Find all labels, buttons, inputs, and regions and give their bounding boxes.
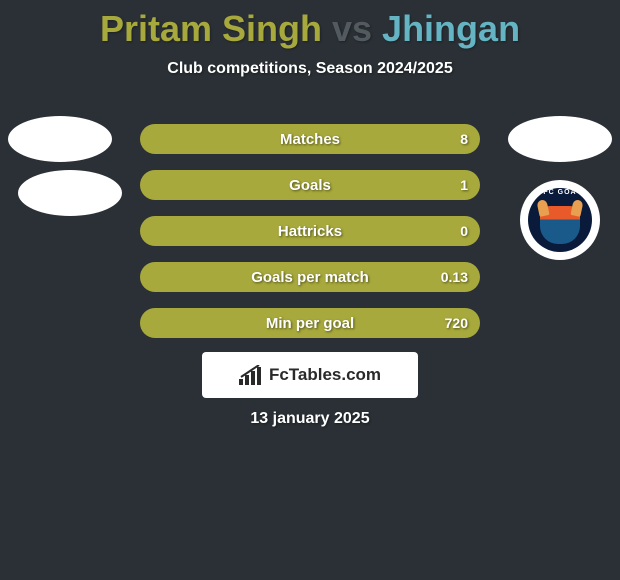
- fctables-chart-icon: [239, 365, 263, 385]
- stat-label: Hattricks: [278, 223, 342, 240]
- stat-row: Matches 8: [140, 124, 480, 154]
- vs-separator: vs: [332, 8, 372, 49]
- stat-value-right: 720: [445, 315, 468, 331]
- subtitle: Club competitions, Season 2024/2025: [0, 60, 620, 78]
- stat-label: Goals per match: [251, 269, 369, 286]
- comparison-title: Pritam Singh vs Jhingan: [0, 0, 620, 50]
- date-label: 13 january 2025: [0, 410, 620, 428]
- stat-value-right: 0.13: [441, 269, 468, 285]
- stat-row: Min per goal 720: [140, 308, 480, 338]
- stat-row: Goals 1: [140, 170, 480, 200]
- stat-value-right: 0: [460, 223, 468, 239]
- stat-value-right: 1: [460, 177, 468, 193]
- player1-badge-slot-2: [18, 170, 122, 216]
- club-badge-fc-goa: FC GOA: [520, 180, 600, 260]
- player1-name: Pritam Singh: [100, 8, 322, 49]
- player2-badge-slot-1: [508, 116, 612, 162]
- bull-horn-left-icon: [536, 199, 549, 217]
- club-badge-text: FC GOA: [528, 189, 592, 196]
- bull-horn-right-icon: [570, 199, 583, 217]
- stat-value-right: 8: [460, 131, 468, 147]
- stats-container: Matches 8 Goals 1 Hattricks 0 Goals per match 0…: [140, 124, 480, 354]
- branding-box: FcTables.com: [202, 352, 418, 398]
- stat-row: Goals per match 0.13: [140, 262, 480, 292]
- branding-label: FcTables.com: [269, 365, 381, 385]
- player2-name: Jhingan: [382, 8, 520, 49]
- player1-badge-slot-1: [8, 116, 112, 162]
- club-badge-bull-icon: [540, 206, 580, 244]
- stat-label: Goals: [289, 177, 331, 194]
- club-badge-inner: FC GOA: [528, 188, 592, 252]
- stat-label: Matches: [280, 131, 340, 148]
- stat-label: Min per goal: [266, 315, 354, 332]
- stat-row: Hattricks 0: [140, 216, 480, 246]
